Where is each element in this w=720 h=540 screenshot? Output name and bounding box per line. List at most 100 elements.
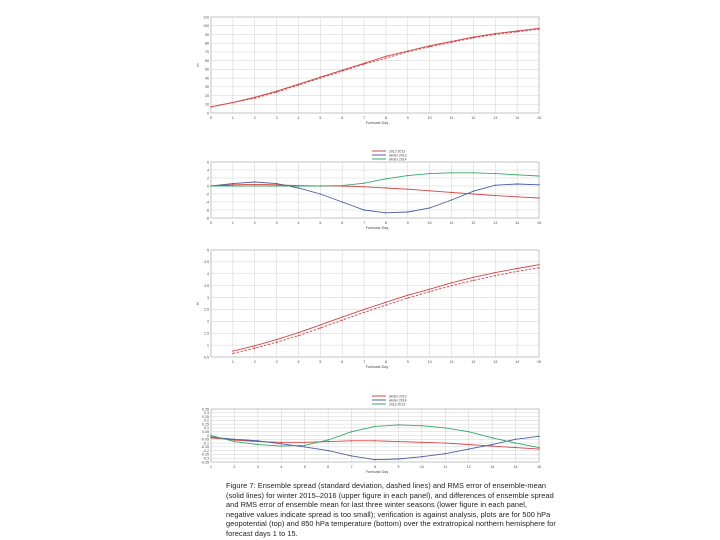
panel2-series-1-point [232,184,234,186]
panel2-series-2-point [341,201,343,203]
panel1-x-tick-label: 6 [341,116,343,120]
panel4-series-3-point [468,431,470,433]
panel4-series-3-point [421,424,423,427]
panel3-series-1-point [297,332,300,334]
panel1-y-tick-label: 40 [205,76,209,80]
panel4-series-1-point [374,440,376,442]
panel4-x-tick-label: 6 [327,465,329,469]
panel4-series-2-point [491,443,493,446]
panel3-series-1-point [341,316,343,318]
panel4-series-2-point [233,438,236,440]
panel1-series-2-point [450,41,453,44]
panel4-series-1-point [538,448,540,450]
panel3-series-2-point [407,297,409,299]
panel4-y-tick-label: 0.35 [202,407,209,411]
panel3-y-tick-label: 2 [207,320,209,324]
panel1-x-tick-label: 10 [428,116,432,120]
panel3-series-2-point [275,341,278,343]
panel2-y-tick-label: -8 [206,216,209,220]
panel2-series-1-point [494,194,496,197]
panel2-series-3-point [385,178,387,180]
panel1-y-tick-label: 50 [205,68,209,72]
panel4-series-2-point [210,436,212,438]
panel4-series-3-point [444,427,446,429]
panel3-series-1-point [232,350,234,352]
panel4-y-tick-label: -0.3 [203,457,209,461]
panel1-y-tick-label: 100 [203,24,209,28]
panel3-x-tick-label: 12 [471,360,475,364]
panel2-series-2-point [232,182,234,185]
panel4-x-tick-label: 9 [397,465,399,469]
panel3-x-tick-label: 15 [537,360,541,364]
panel4-series-1-point [421,441,423,444]
panel2-series-3-point [472,172,475,174]
panel2-series-2-point [428,207,431,209]
panel2-legend-label: winter 2013 [389,153,407,157]
panel4-x-tick-label: 2 [233,465,235,469]
panel2-series-1-point [363,186,365,188]
panel2-series-3-point [210,185,212,187]
panel2-series-3-point [275,185,278,187]
panel3-y-tick-label: 3 [207,296,209,300]
panel4-series-1-point [397,440,400,443]
panel1-x-tick-label: 8 [385,116,387,120]
panel1-x-tick-label: 9 [407,116,409,120]
panel4-series-2-point [374,459,376,461]
panel3-series-1-point [385,301,387,304]
panel3-series-1-point [428,288,431,290]
panel4-x-tick-label: 14 [514,465,518,469]
figure-caption: Figure 7: Ensemble spread (standard devi… [226,481,556,538]
panel2-y-tick-label: 2 [207,176,209,180]
panel4-x-tick-label: 10 [420,465,424,469]
panel4-x-tick-label: 1 [210,465,212,469]
panel2-x-axis-label: Forecast Day [366,226,389,230]
panel4-y-tick-label: -0.1 [203,441,209,445]
panel1-series-1-point [385,55,387,57]
panel1-y-axis-label: m [196,63,200,66]
panel2-series-1-point [538,197,540,199]
panel4-series-3-point [491,437,493,439]
panel3-x-tick-label: 1 [232,360,234,364]
panel1-series-2-point [297,84,300,86]
panel4-x-axis-label: Forecast Day [366,470,389,474]
panel1-x-tick-label: 3 [276,116,278,120]
panel3-series-1-point [319,324,322,326]
panel4-x-tick-label: 12 [467,465,471,469]
panel3-x-tick-label: 9 [407,360,409,364]
panel1-series-2-point [210,106,212,108]
panel1-series-2-point [319,77,322,79]
panel1-series-2-point [275,91,278,93]
panel3-series-1-point [254,345,256,347]
panel4-series-2-point [397,458,400,460]
panel1-y-tick-label: 110 [203,15,209,19]
panel4-x-tick-label: 7 [351,465,353,469]
panel2-series-3-point [428,172,431,175]
panel2-series-2-point [297,187,300,189]
panel2-series-2-point [363,209,365,211]
panel2-x-tick-label: 2 [254,221,256,225]
panel1-x-tick-label: 11 [450,116,454,120]
panel3-x-tick-label: 2 [254,360,256,364]
panel3-y-tick-label: 1 [207,343,209,347]
panel4-x-tick-label: 3 [257,465,259,469]
panel4-series-3-point [327,439,329,441]
panel2-y-tick-label: -2 [206,192,209,196]
panel3-series-2-point [297,334,300,337]
panel4-y-tick-label: -0.2 [203,449,209,453]
panel3-series-2-point [472,279,475,282]
panel2-series-2-point [254,181,256,183]
panel3-y-tick-label: 2.5 [204,308,209,312]
panel1-x-tick-label: 13 [493,116,497,120]
panel3-y-tick-label: 4 [207,272,209,276]
panel3-series-2-point [494,274,496,277]
panel3-series-2-point [538,267,540,269]
panel2-series-2-point [516,183,518,185]
panel2-series-3-point [494,172,496,175]
panel1-x-tick-label: 14 [515,116,519,120]
panel3-series-2-point [341,319,343,321]
panel4-y-tick-label: -0.15 [201,445,209,449]
panel1-series-2-point [494,33,496,36]
panel4-series-1-point [514,446,517,449]
panel3-x-tick-label: 10 [428,360,432,364]
panel2-x-tick-label: 6 [341,221,343,225]
